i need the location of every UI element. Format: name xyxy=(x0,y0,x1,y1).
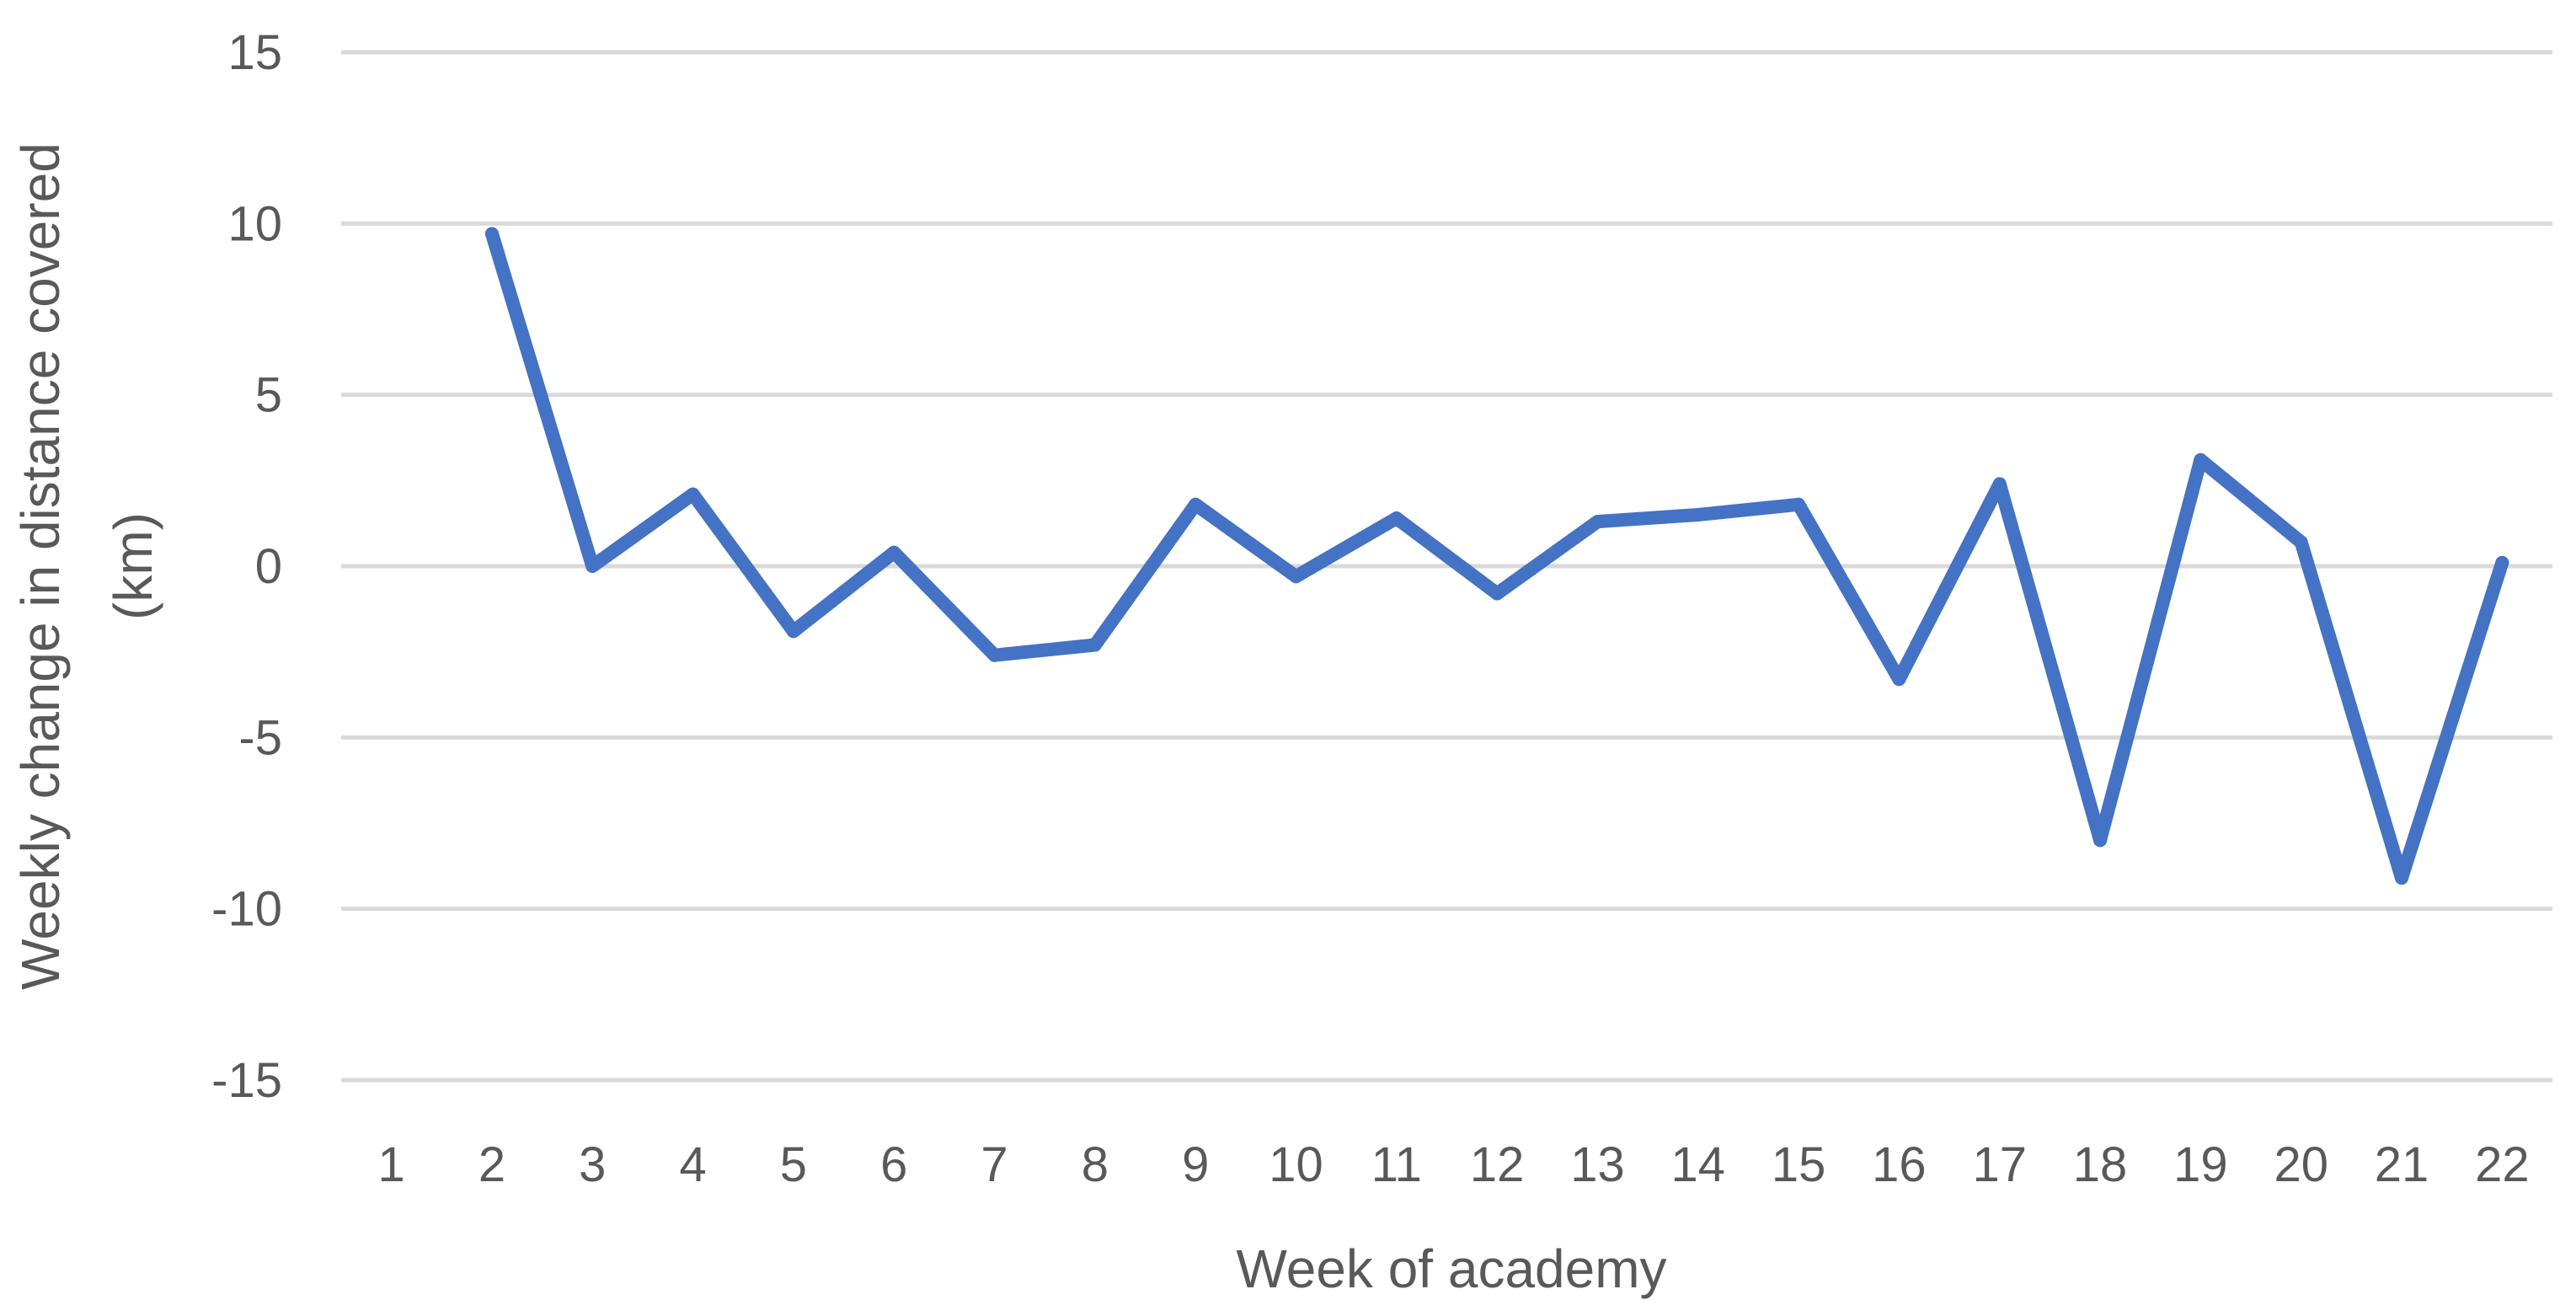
data-point xyxy=(786,624,800,639)
data-point xyxy=(484,227,499,241)
x-tick-label: 3 xyxy=(579,1137,606,1192)
x-tick-label: 15 xyxy=(1772,1137,1826,1192)
data-point xyxy=(1189,497,1203,511)
x-tick-label: 17 xyxy=(1972,1137,2027,1192)
data-point xyxy=(2194,452,2208,467)
x-tick-label: 18 xyxy=(2073,1137,2128,1192)
data-point xyxy=(1892,672,1906,687)
data-point xyxy=(2395,871,2409,885)
x-tick-label: 1 xyxy=(378,1137,405,1192)
y-tick-label: -5 xyxy=(238,710,282,765)
x-tick-label: 6 xyxy=(880,1137,907,1192)
x-tick-label: 7 xyxy=(981,1137,1007,1192)
data-point xyxy=(1590,515,1605,529)
y-axis-title-line1: Weekly change in distance covered xyxy=(10,142,71,990)
y-axis-ticks: 15 10 5 0 -5 -10 -15 xyxy=(211,25,282,1108)
y-axis-title-line2: (km) xyxy=(103,512,163,620)
data-point xyxy=(887,545,901,559)
data-point xyxy=(1792,497,1806,511)
data-point xyxy=(987,648,1002,662)
data-point xyxy=(1992,477,2007,491)
x-tick-label: 11 xyxy=(1371,1137,1422,1192)
x-axis-title: Week of academy xyxy=(1236,1238,1666,1299)
series-line-0 xyxy=(485,227,2509,885)
data-point xyxy=(2495,555,2509,570)
y-tick-label: 0 xyxy=(255,539,282,594)
data-point xyxy=(686,487,700,501)
data-point xyxy=(1088,638,1102,652)
x-tick-label: 13 xyxy=(1570,1137,1625,1192)
data-point xyxy=(2294,535,2308,549)
data-point xyxy=(1389,511,1403,526)
series-layer xyxy=(484,227,2509,885)
x-tick-label: 12 xyxy=(1470,1137,1525,1192)
y-axis-title: Weekly change in distance covered (km) xyxy=(10,142,163,990)
x-tick-label: 21 xyxy=(2375,1137,2429,1192)
data-point xyxy=(1289,570,1303,584)
data-point xyxy=(585,559,600,573)
x-tick-label: 10 xyxy=(1269,1137,1323,1192)
x-tick-label: 20 xyxy=(2274,1137,2328,1192)
x-tick-label: 16 xyxy=(1872,1137,1927,1192)
data-point xyxy=(1691,508,1705,522)
x-tick-label: 5 xyxy=(780,1137,807,1192)
data-point xyxy=(2093,833,2108,848)
x-tick-label: 22 xyxy=(2475,1137,2530,1192)
x-tick-label: 8 xyxy=(1082,1137,1109,1192)
y-tick-label: 10 xyxy=(227,196,282,251)
y-tick-label: -10 xyxy=(211,882,282,937)
data-point xyxy=(1490,586,1504,601)
x-tick-label: 14 xyxy=(1671,1137,1726,1192)
x-tick-label: 2 xyxy=(478,1137,505,1192)
gridlines xyxy=(341,50,2552,1083)
x-tick-label: 4 xyxy=(679,1137,706,1192)
x-tick-label: 9 xyxy=(1182,1137,1209,1192)
y-tick-label: -15 xyxy=(211,1053,282,1108)
y-tick-label: 5 xyxy=(255,368,282,423)
x-tick-label: 19 xyxy=(2173,1137,2228,1192)
x-axis-ticks: 1 2 3 4 5 6 7 8 9 10 11 12 13 14 15 16 17 18 19 20 21 22 xyxy=(378,1137,2530,1192)
y-tick-label: 15 xyxy=(227,25,282,80)
